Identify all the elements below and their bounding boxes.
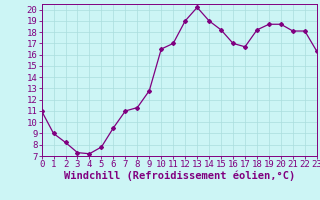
X-axis label: Windchill (Refroidissement éolien,°C): Windchill (Refroidissement éolien,°C) <box>64 171 295 181</box>
